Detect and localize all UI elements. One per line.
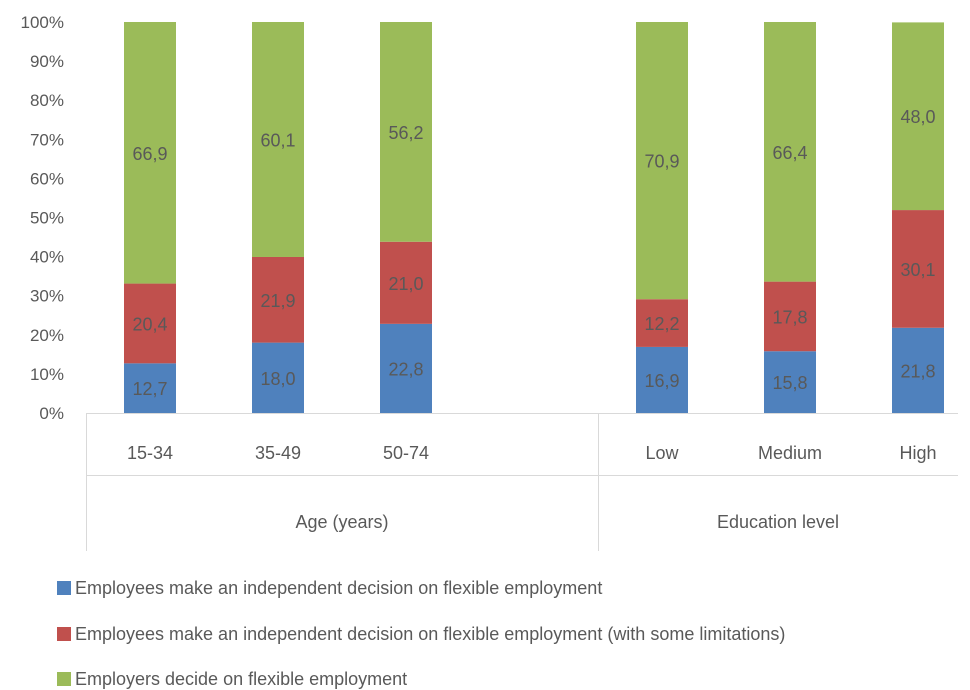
legend-swatch	[57, 627, 71, 641]
data-label: 18,0	[260, 369, 295, 389]
y-tick-label: 10%	[30, 365, 64, 384]
legend-item: Employees make an independent decision o…	[57, 623, 785, 645]
y-tick-label: 70%	[30, 130, 64, 149]
legend-label: Employers decide on flexible employment	[75, 668, 408, 689]
group-label: Age (years)	[295, 512, 388, 532]
x-tick-label: Medium	[758, 443, 822, 463]
data-label: 70,9	[644, 152, 679, 172]
data-label: 12,7	[132, 379, 167, 399]
x-tick-label: Low	[645, 443, 679, 463]
bar-segment	[892, 22, 944, 211]
data-label: 21,8	[900, 361, 935, 381]
bar-segment	[380, 323, 432, 413]
y-tick-label: 30%	[30, 287, 64, 306]
x-tick-label: 50-74	[383, 443, 429, 463]
data-label: 56,2	[388, 123, 423, 143]
group-label: Education level	[717, 512, 839, 532]
bar-segment	[252, 22, 304, 257]
bar-segment	[636, 22, 688, 300]
data-label: 66,9	[132, 144, 167, 164]
y-tick-label: 40%	[30, 248, 64, 267]
bar-segment	[636, 299, 688, 347]
x-tick-label: 15-34	[127, 443, 173, 463]
bar-segment	[124, 363, 176, 413]
bar-segment	[892, 327, 944, 413]
y-tick-label: 100%	[21, 13, 64, 32]
x-tick-label: 35-49	[255, 443, 301, 463]
bar-segment	[124, 22, 176, 284]
data-label: 12,2	[644, 314, 679, 334]
legend-label: Employees make an independent decision o…	[75, 577, 603, 598]
data-label: 17,8	[772, 307, 807, 327]
bar-segment	[636, 346, 688, 413]
data-label: 66,4	[772, 143, 807, 163]
bar-segment	[252, 342, 304, 413]
data-label: 16,9	[644, 371, 679, 391]
data-label: 21,9	[260, 291, 295, 311]
data-label: 60,1	[260, 130, 295, 150]
data-label: 15,8	[772, 373, 807, 393]
data-label: 22,8	[388, 359, 423, 379]
y-tick-label: 80%	[30, 91, 64, 110]
legend-label: Employees make an independent decision o…	[75, 623, 786, 644]
y-tick-label: 20%	[30, 326, 64, 345]
bar-segment	[124, 283, 176, 364]
legend-swatch	[57, 672, 71, 686]
y-tick-label: 90%	[30, 52, 64, 71]
bar-segment	[892, 210, 944, 328]
y-tick-label: 50%	[30, 209, 64, 228]
bar-segment	[380, 22, 432, 242]
bar-segment	[764, 22, 816, 282]
data-label: 30,1	[900, 260, 935, 280]
bar-segment	[380, 241, 432, 324]
legend-item: Employees make an independent decision o…	[57, 577, 602, 599]
data-label: 21,0	[388, 274, 423, 294]
x-tick-label: High	[899, 443, 936, 463]
y-tick-label: 0%	[39, 404, 64, 423]
data-label: 20,4	[132, 314, 167, 334]
bar-segment	[764, 281, 816, 352]
data-label: 48,0	[900, 107, 935, 127]
y-tick-label: 60%	[30, 169, 64, 188]
bar-segment	[764, 351, 816, 413]
bar-segment	[252, 256, 304, 343]
legend-swatch	[57, 581, 71, 595]
legend-item: Employers decide on flexible employment	[57, 668, 407, 690]
